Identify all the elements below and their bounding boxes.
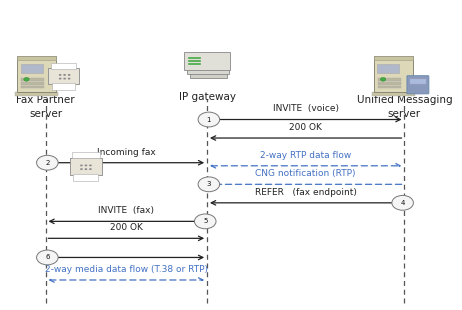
FancyBboxPatch shape	[184, 52, 230, 69]
FancyBboxPatch shape	[21, 64, 43, 73]
Text: server: server	[388, 109, 421, 119]
Text: 4: 4	[401, 200, 405, 206]
Circle shape	[59, 74, 61, 76]
Circle shape	[380, 78, 386, 81]
FancyBboxPatch shape	[15, 91, 58, 95]
Circle shape	[89, 168, 92, 170]
Circle shape	[59, 78, 61, 80]
Text: CNG notification (RTP): CNG notification (RTP)	[255, 169, 356, 178]
Text: 2-way media data flow (T.38 or RTP): 2-way media data flow (T.38 or RTP)	[45, 265, 208, 274]
Circle shape	[24, 78, 29, 81]
Text: 1: 1	[207, 117, 211, 122]
FancyBboxPatch shape	[187, 56, 229, 74]
FancyBboxPatch shape	[374, 56, 413, 60]
Text: 200 OK: 200 OK	[110, 223, 143, 232]
Text: 2: 2	[45, 160, 49, 166]
FancyBboxPatch shape	[189, 60, 227, 78]
Circle shape	[89, 165, 92, 166]
Text: Incoming fax: Incoming fax	[97, 148, 156, 157]
Circle shape	[63, 78, 66, 80]
Circle shape	[80, 168, 83, 170]
Circle shape	[36, 155, 58, 170]
FancyBboxPatch shape	[374, 56, 413, 92]
FancyBboxPatch shape	[407, 76, 429, 94]
Text: 6: 6	[45, 255, 49, 260]
Circle shape	[85, 165, 87, 166]
Text: INVITE  (voice): INVITE (voice)	[273, 104, 339, 113]
Circle shape	[68, 78, 70, 80]
Text: 200 OK: 200 OK	[289, 123, 322, 132]
Circle shape	[80, 165, 83, 166]
Circle shape	[68, 74, 70, 76]
FancyBboxPatch shape	[21, 86, 44, 88]
Circle shape	[85, 168, 87, 170]
FancyBboxPatch shape	[17, 56, 56, 60]
Text: 3: 3	[207, 181, 211, 187]
Text: REFER   (fax endpoint): REFER (fax endpoint)	[255, 188, 357, 197]
FancyBboxPatch shape	[377, 86, 401, 88]
Text: Fax Partner: Fax Partner	[16, 95, 75, 105]
Circle shape	[392, 195, 413, 210]
Text: 5: 5	[203, 218, 207, 224]
FancyBboxPatch shape	[70, 158, 102, 175]
Circle shape	[36, 250, 58, 265]
FancyBboxPatch shape	[377, 64, 399, 73]
Circle shape	[198, 112, 219, 127]
FancyBboxPatch shape	[410, 78, 426, 84]
Circle shape	[195, 214, 216, 229]
Text: Unified Messaging: Unified Messaging	[357, 95, 452, 105]
Circle shape	[198, 177, 219, 192]
FancyBboxPatch shape	[377, 82, 401, 85]
Text: server: server	[29, 109, 62, 119]
FancyBboxPatch shape	[72, 152, 100, 158]
Text: 2-way RTP data flow: 2-way RTP data flow	[260, 151, 352, 160]
FancyBboxPatch shape	[52, 83, 75, 90]
FancyBboxPatch shape	[17, 56, 56, 92]
FancyBboxPatch shape	[51, 63, 76, 69]
Text: INVITE  (fax): INVITE (fax)	[98, 206, 154, 215]
FancyBboxPatch shape	[21, 82, 44, 85]
Text: IP gateway: IP gateway	[178, 92, 236, 102]
FancyBboxPatch shape	[372, 91, 415, 95]
Circle shape	[63, 74, 66, 76]
FancyBboxPatch shape	[377, 78, 401, 81]
FancyBboxPatch shape	[21, 78, 44, 81]
FancyBboxPatch shape	[49, 68, 79, 84]
FancyBboxPatch shape	[73, 174, 98, 181]
